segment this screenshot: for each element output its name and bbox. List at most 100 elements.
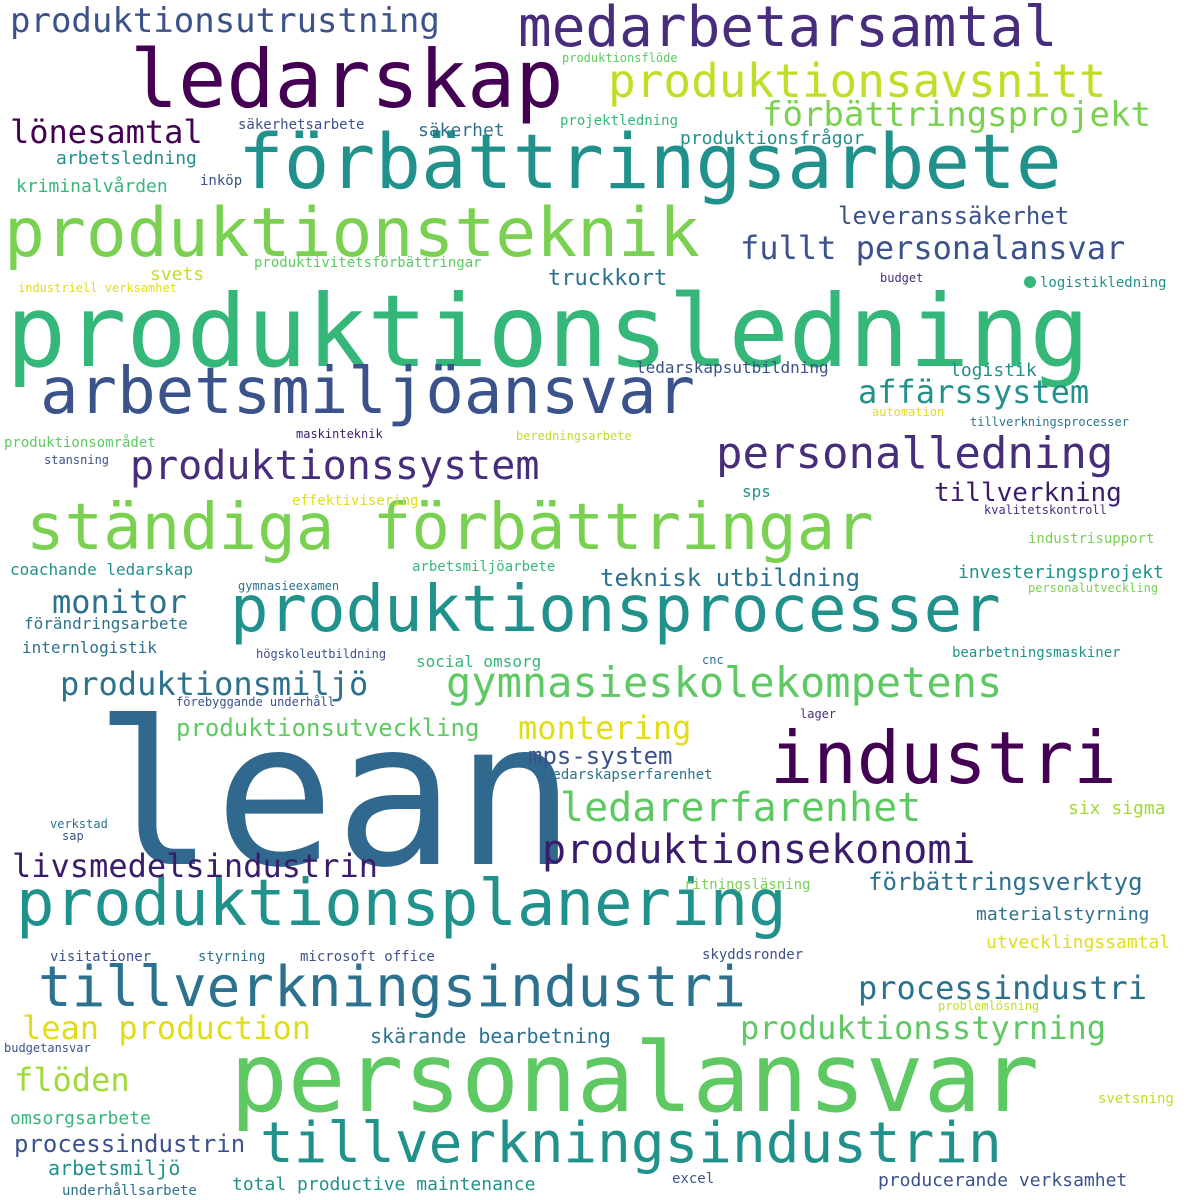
cloud-word: arbetsledning (56, 148, 197, 169)
cloud-word: lager (800, 707, 837, 721)
cloud-word: tillverkning (934, 478, 1122, 508)
cloud-word: ständiga förbättringar (26, 491, 874, 565)
cloud-word: skyddsronder (702, 947, 804, 963)
cloud-word: materialstyrning (976, 904, 1150, 925)
cloud-word: social omsorg (416, 652, 542, 671)
cloud-word: producerande verksamhet (878, 1170, 1128, 1191)
cloud-word: tillverkningsindustri (38, 955, 747, 1020)
cloud-word: produktionsavsnitt (608, 54, 1107, 108)
cloud-word: flöden (14, 1061, 130, 1099)
cloud-word: logistik (950, 360, 1037, 381)
cloud-word: omsorgsarbete (10, 1108, 151, 1129)
cloud-word: leveranssäkerhet (838, 202, 1070, 230)
cloud-word: säkerhet (418, 120, 505, 141)
cloud-word: produktionsledning (6, 273, 1090, 390)
cloud-word: total productive maintenance (232, 1174, 536, 1195)
cloud-word: truckkort (548, 266, 668, 291)
cloud-word: automation (872, 405, 945, 419)
cloud-word: coachande ledarskap (10, 560, 194, 579)
cloud-word: industriell verksamhet (18, 281, 177, 295)
cloud-word: internlogistik (22, 638, 157, 657)
cloud-word: verkstad (50, 817, 108, 831)
cloud-word: visitationer (50, 949, 152, 965)
cloud-word: effektivisering (292, 493, 419, 509)
cloud-word: processindustri (858, 969, 1147, 1007)
cloud-word: produktionsutrustning (10, 1, 440, 41)
cloud-word: fullt personalansvar (740, 229, 1126, 267)
cloud-word: industri (770, 716, 1117, 800)
cloud-word: gymnasieskolekompetens (446, 658, 1003, 707)
cloud-word: svets (150, 264, 205, 285)
cloud-word: produktionsplanering (16, 867, 787, 941)
cloud-word: investeringsprojekt (958, 562, 1164, 583)
cloud-word: produktivitetsförbättringar (254, 255, 482, 271)
cloud-word: processindustrin (14, 1130, 246, 1158)
cloud-word: tillverkningsprocesser (970, 415, 1129, 429)
cloud-word: produktionsfrågor (680, 128, 865, 149)
cloud-word: personalledning (716, 428, 1114, 479)
cloud-word: underhållsarbete (62, 1183, 197, 1199)
dot-marker (1024, 276, 1036, 288)
cloud-word: arbetsmiljö (48, 1156, 181, 1180)
cloud-word: stansning (44, 453, 110, 467)
cloud-word: lönesamtal (10, 113, 203, 151)
cloud-word: monitor (52, 583, 187, 621)
cloud-word: säkerhetsarbete (238, 117, 365, 133)
cloud-word: tillverkningsindustrin (260, 1111, 1002, 1176)
cloud-word: logistikledning (1040, 275, 1167, 291)
cloud-word: kriminalvården (16, 176, 168, 197)
cloud-word: industrisupport (1028, 531, 1155, 547)
cloud-word: medarbetarsamtal (518, 0, 1058, 60)
cloud-word: skärande bearbetning (370, 1024, 611, 1048)
cloud-word: produktionsområdet (4, 435, 156, 451)
cloud-word: montering (518, 709, 692, 747)
cloud-word: produktionsmiljö (60, 665, 369, 703)
cloud-word: förebyggande underhåll (176, 695, 335, 709)
cloud-word: produktionsekonomi (542, 827, 976, 873)
cloud-word: produktionsflöde (562, 51, 678, 65)
cloud-word: sap (62, 829, 84, 843)
cloud-word: projektledning (560, 113, 679, 129)
cloud-word: maskinteknik (296, 427, 383, 441)
cloud-word: produktionsstyrning (740, 1009, 1107, 1047)
cloud-word: arbetsmiljöansvar (40, 355, 696, 429)
cloud-word: lean production (22, 1009, 311, 1047)
cloud-word: microsoft office (300, 949, 435, 965)
cloud-word: personalansvar (230, 1022, 1040, 1134)
cloud-word: sps (742, 482, 771, 501)
cloud-word: produktionsutveckling (176, 714, 480, 742)
cloud-word: kvalitetskontroll (984, 503, 1107, 517)
cloud-word: gymnasieexamen (238, 579, 340, 593)
cloud-word: excel (672, 1171, 715, 1187)
cloud-word: problemlösning (938, 999, 1040, 1013)
cloud-word: högskoleutbildning (256, 647, 387, 661)
cloud-word: förbättringsprojekt (762, 95, 1151, 135)
cloud-word: mps-system (528, 742, 673, 770)
cloud-word: ledarskapserfarenhet (544, 767, 713, 783)
cloud-word: svetsning (1098, 1091, 1174, 1107)
cloud-word: budget (880, 271, 924, 285)
cloud-word: beredningsarbete (516, 429, 632, 443)
cloud-word: personalutveckling (1028, 581, 1159, 595)
cloud-word: arbetsmiljöarbete (412, 559, 556, 575)
cloud-word: inköp (200, 173, 243, 189)
cloud-word: förbättringsarbete (238, 117, 1062, 206)
cloud-word: teknisk utbildning (600, 564, 861, 592)
cloud-word: produktionsteknik (4, 194, 700, 273)
cloud-word: utvecklingssamtal (986, 932, 1171, 953)
cloud-word: ledarskapsutbildning (636, 358, 829, 377)
cloud-word: bearbetningsmaskiner (952, 645, 1121, 661)
cloud-word: cnc (702, 653, 724, 667)
cloud-word: produktionsprocesser (230, 573, 1001, 647)
cloud-word: styrning (198, 949, 266, 965)
cloud-word: ledarerfarenhet (560, 785, 922, 831)
cloud-word: budgetansvar (4, 1041, 91, 1055)
cloud-word: ritningsläsning (684, 877, 811, 893)
cloud-word: förbättringsverktyg (868, 868, 1143, 896)
cloud-word: ledarskap (130, 33, 564, 126)
cloud-word: lean (94, 679, 576, 912)
cloud-word: förändringsarbete (24, 614, 188, 633)
cloud-word: six sigma (1068, 798, 1166, 819)
cloud-word: affärssystem (858, 373, 1090, 411)
